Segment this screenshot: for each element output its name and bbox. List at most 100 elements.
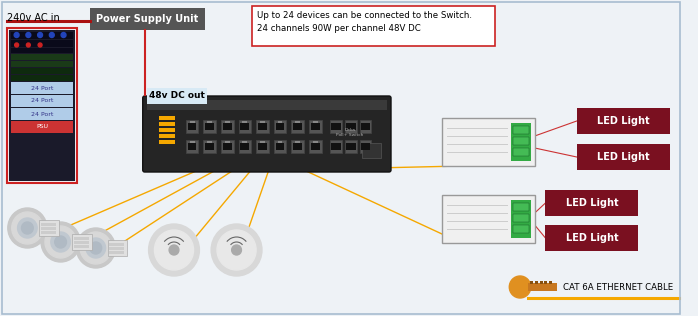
Circle shape: [26, 33, 31, 38]
FancyBboxPatch shape: [41, 227, 56, 229]
Circle shape: [22, 222, 34, 234]
FancyBboxPatch shape: [221, 120, 234, 133]
FancyBboxPatch shape: [74, 245, 89, 247]
FancyBboxPatch shape: [242, 121, 247, 123]
FancyBboxPatch shape: [10, 48, 73, 53]
Circle shape: [217, 230, 256, 270]
FancyBboxPatch shape: [159, 128, 175, 132]
FancyBboxPatch shape: [309, 120, 322, 133]
FancyBboxPatch shape: [256, 120, 269, 133]
FancyBboxPatch shape: [545, 190, 638, 216]
FancyBboxPatch shape: [142, 96, 391, 172]
FancyBboxPatch shape: [10, 32, 73, 39]
Circle shape: [14, 33, 19, 38]
FancyBboxPatch shape: [190, 141, 195, 143]
Circle shape: [169, 245, 179, 255]
FancyBboxPatch shape: [223, 143, 232, 150]
Text: Power Supply Unit: Power Supply Unit: [96, 14, 199, 24]
FancyBboxPatch shape: [223, 123, 232, 130]
FancyBboxPatch shape: [535, 281, 537, 284]
Circle shape: [232, 245, 242, 255]
FancyBboxPatch shape: [203, 140, 216, 153]
FancyBboxPatch shape: [345, 120, 357, 133]
FancyBboxPatch shape: [186, 120, 198, 133]
FancyBboxPatch shape: [188, 123, 196, 130]
FancyBboxPatch shape: [207, 121, 212, 123]
FancyBboxPatch shape: [330, 120, 342, 133]
Text: CAT 6A ETHERNET CABLE: CAT 6A ETHERNET CABLE: [563, 283, 674, 291]
Circle shape: [38, 33, 43, 38]
FancyBboxPatch shape: [513, 225, 529, 233]
FancyBboxPatch shape: [295, 121, 300, 123]
FancyBboxPatch shape: [442, 118, 535, 166]
FancyBboxPatch shape: [511, 123, 530, 161]
Circle shape: [80, 232, 112, 264]
FancyBboxPatch shape: [293, 143, 302, 150]
FancyBboxPatch shape: [359, 120, 371, 133]
FancyBboxPatch shape: [41, 223, 56, 226]
FancyBboxPatch shape: [276, 143, 285, 150]
FancyBboxPatch shape: [205, 123, 214, 130]
FancyBboxPatch shape: [10, 95, 73, 107]
FancyBboxPatch shape: [311, 143, 320, 150]
Circle shape: [45, 226, 76, 258]
FancyBboxPatch shape: [239, 120, 251, 133]
FancyBboxPatch shape: [258, 143, 267, 150]
Text: LED Light: LED Light: [597, 116, 649, 126]
FancyBboxPatch shape: [159, 116, 175, 120]
FancyBboxPatch shape: [188, 143, 196, 150]
FancyBboxPatch shape: [276, 123, 285, 130]
FancyBboxPatch shape: [513, 214, 529, 222]
FancyBboxPatch shape: [528, 283, 557, 291]
FancyBboxPatch shape: [207, 141, 212, 143]
FancyBboxPatch shape: [221, 140, 234, 153]
FancyBboxPatch shape: [159, 134, 175, 138]
FancyBboxPatch shape: [513, 148, 529, 156]
Circle shape: [41, 222, 80, 262]
FancyBboxPatch shape: [274, 120, 286, 133]
FancyBboxPatch shape: [225, 141, 230, 143]
FancyBboxPatch shape: [205, 143, 214, 150]
FancyBboxPatch shape: [107, 240, 127, 256]
FancyBboxPatch shape: [513, 126, 529, 134]
Text: 48v DC out: 48v DC out: [149, 92, 205, 100]
Circle shape: [76, 228, 115, 268]
FancyBboxPatch shape: [260, 121, 265, 123]
FancyBboxPatch shape: [361, 123, 371, 130]
FancyBboxPatch shape: [278, 141, 283, 143]
Text: 24 Port: 24 Port: [31, 112, 53, 117]
FancyBboxPatch shape: [256, 140, 269, 153]
FancyBboxPatch shape: [110, 251, 124, 253]
FancyBboxPatch shape: [186, 140, 198, 153]
FancyBboxPatch shape: [274, 140, 286, 153]
FancyBboxPatch shape: [242, 141, 247, 143]
Circle shape: [27, 43, 30, 47]
FancyBboxPatch shape: [10, 61, 73, 67]
FancyBboxPatch shape: [293, 123, 302, 130]
FancyBboxPatch shape: [313, 121, 318, 123]
FancyBboxPatch shape: [545, 225, 638, 251]
Circle shape: [8, 208, 47, 248]
Circle shape: [211, 224, 262, 276]
FancyBboxPatch shape: [241, 123, 249, 130]
Text: LED Light: LED Light: [565, 233, 618, 243]
FancyBboxPatch shape: [291, 120, 304, 133]
Circle shape: [90, 242, 102, 254]
FancyBboxPatch shape: [311, 123, 320, 130]
FancyBboxPatch shape: [330, 140, 342, 153]
FancyBboxPatch shape: [540, 281, 542, 284]
FancyBboxPatch shape: [313, 141, 318, 143]
FancyBboxPatch shape: [110, 247, 124, 250]
FancyBboxPatch shape: [74, 237, 89, 240]
Circle shape: [54, 236, 66, 248]
Text: Deka
PoE+ Switch: Deka PoE+ Switch: [336, 128, 364, 137]
Circle shape: [61, 33, 66, 38]
FancyBboxPatch shape: [346, 143, 356, 150]
Circle shape: [51, 232, 70, 252]
FancyBboxPatch shape: [74, 241, 89, 244]
FancyBboxPatch shape: [346, 123, 356, 130]
FancyBboxPatch shape: [147, 88, 207, 104]
Text: 24 Port: 24 Port: [31, 86, 53, 90]
FancyBboxPatch shape: [359, 140, 371, 153]
FancyBboxPatch shape: [362, 143, 381, 158]
